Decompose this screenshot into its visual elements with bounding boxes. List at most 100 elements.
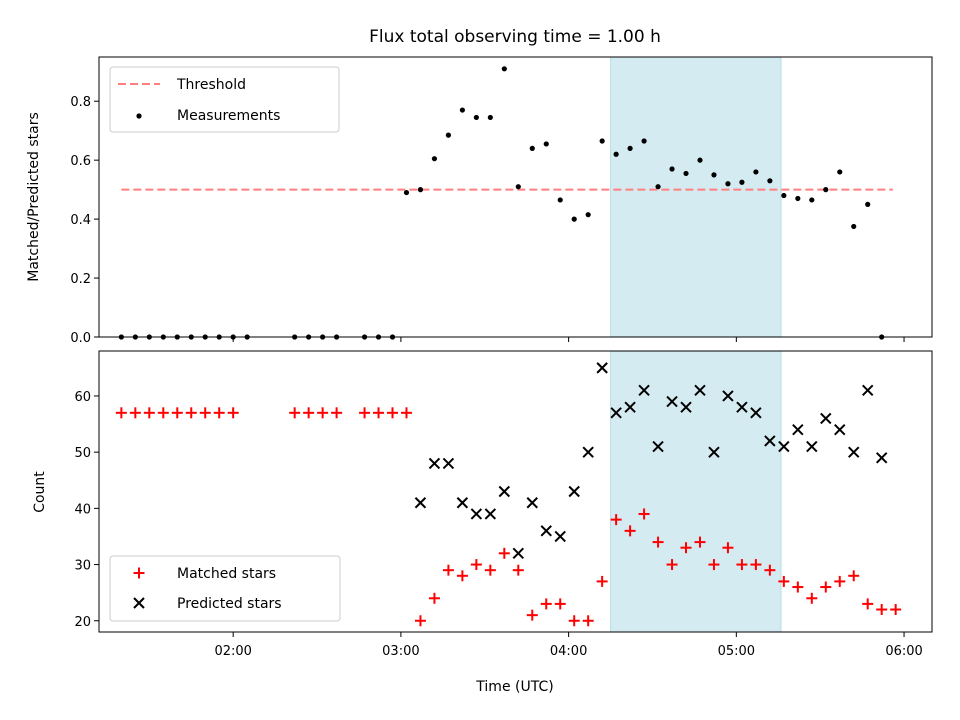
predicted-star-point <box>834 423 846 436</box>
predicted-star-point <box>428 457 441 470</box>
matched-star-point <box>736 559 748 571</box>
matched-star-point <box>694 536 706 548</box>
matched-star-point <box>498 547 510 559</box>
matched-star-point <box>806 592 818 604</box>
legend-measurements-label: Measurements <box>177 108 280 124</box>
measurement-point <box>571 216 577 222</box>
matched-star-point <box>199 407 211 419</box>
matched-star-point <box>596 575 608 587</box>
predicted-star-point <box>554 530 566 543</box>
legend-box <box>109 66 340 133</box>
matched-star-point <box>792 581 804 593</box>
matched-star-point <box>143 407 155 419</box>
y-tick-label: 40 <box>74 502 91 517</box>
measurement-point <box>473 114 479 121</box>
measurement-point <box>809 197 815 203</box>
matched-star-point <box>470 559 482 571</box>
highlight-span <box>610 56 782 338</box>
predicted-star-point <box>582 446 594 458</box>
predicted-star-point <box>610 407 622 419</box>
bottom-panel: 20 30 40 50 60 02:00 03:00 04:00 05:00 06:00 Cou… <box>32 350 933 695</box>
measurement-point <box>501 66 507 72</box>
y-tick-label: 0.8 <box>70 95 91 110</box>
predicted-star-point <box>638 384 650 397</box>
matched-star-point <box>834 575 846 587</box>
measurement-point <box>459 107 465 113</box>
y-tick-label: 0.6 <box>70 154 91 169</box>
predicted-star-point <box>875 452 888 464</box>
predicted-star-point <box>414 497 427 509</box>
x-tick-label: 04:00 <box>550 644 587 659</box>
matched-star-point <box>526 609 538 621</box>
highlight-span <box>610 350 782 633</box>
matched-star-point <box>554 598 566 610</box>
measurement-point <box>445 132 452 138</box>
measurement-point <box>627 145 633 151</box>
matched-star-point <box>610 514 622 526</box>
measurement-point <box>795 195 801 202</box>
measurement-point <box>613 151 619 157</box>
predicted-star-point <box>764 435 776 447</box>
matched-star-point <box>213 407 225 419</box>
matched-star-point <box>373 407 385 419</box>
matched-star-point <box>764 564 776 576</box>
measurement-point <box>655 184 661 190</box>
matched-star-point <box>317 407 329 419</box>
measurement-point <box>487 114 493 121</box>
predicted-star-point <box>540 525 552 537</box>
predicted-star-point <box>806 440 818 453</box>
predicted-star-point <box>624 401 636 413</box>
matched-star-point <box>129 407 141 419</box>
measurement-point <box>823 187 829 193</box>
matched-star-point <box>848 570 860 582</box>
matched-star-point <box>512 564 524 576</box>
y-tick-label: 30 <box>74 559 91 574</box>
measurement-point <box>669 166 675 172</box>
top-panel: 0.00.20.40.60.8 Matched/Predicted stars … <box>26 56 933 346</box>
matched-star-point <box>157 407 169 419</box>
x-tick-label: 03:00 <box>382 644 419 659</box>
measurement-point <box>711 172 717 178</box>
legend-matched-swatch <box>133 567 145 579</box>
matched-star-point <box>652 536 664 548</box>
predicted-star-point <box>708 446 720 458</box>
predicted-star-point <box>792 423 804 436</box>
bottom-legend: Matched stars Predicted stars <box>109 555 341 622</box>
predicted-star-point <box>736 401 748 413</box>
measurement-point <box>865 201 871 207</box>
matched-star-point <box>778 575 790 587</box>
predicted-star-point <box>442 457 455 470</box>
matched-star-point <box>666 559 678 571</box>
measurement-point <box>557 197 563 203</box>
legend-measurements-swatch <box>136 113 142 119</box>
measurement-point <box>683 170 689 177</box>
matched-star-point <box>638 508 650 520</box>
predicted-star-point <box>498 485 511 498</box>
matched-star-point <box>414 615 426 627</box>
matched-star-point <box>171 407 183 419</box>
predicted-star-point <box>456 497 469 509</box>
measurement-point <box>641 138 647 144</box>
x-tick-label: 05:00 <box>718 644 755 659</box>
measurement-point <box>767 178 773 184</box>
measurement-point <box>753 169 759 175</box>
y-tick-label: 60 <box>74 390 91 405</box>
predicted-star-point <box>512 547 525 560</box>
matched-star-point <box>387 407 399 419</box>
predicted-star-point <box>862 384 874 397</box>
predicted-star-point <box>694 384 706 397</box>
predicted-star-point <box>652 440 664 453</box>
measurement-point <box>417 187 424 193</box>
matched-star-point <box>582 615 594 627</box>
predicted-star-point <box>526 497 538 509</box>
matched-star-point <box>428 592 440 604</box>
bottom-axes-frame <box>98 350 933 633</box>
measurement-point <box>529 145 535 151</box>
matched-star-point <box>484 564 496 576</box>
matched-star-point <box>750 559 762 571</box>
matched-star-point <box>115 407 127 419</box>
measurement-point <box>431 156 438 162</box>
measurement-point <box>585 212 591 218</box>
matched-star-point <box>540 598 552 610</box>
